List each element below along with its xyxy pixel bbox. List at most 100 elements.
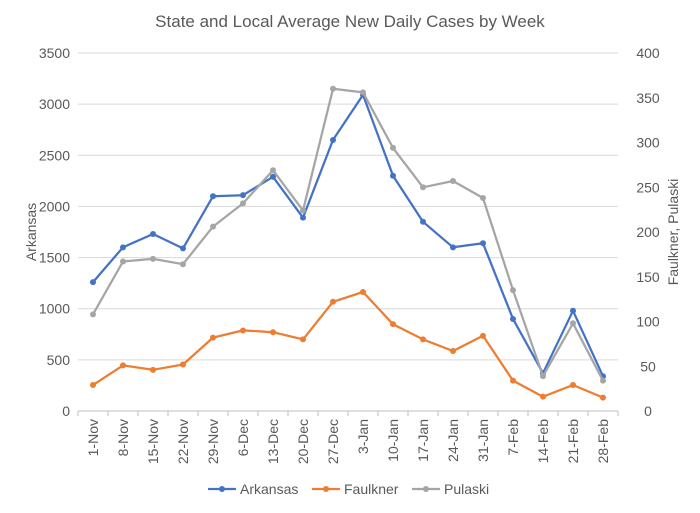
data-point bbox=[480, 194, 486, 201]
data-point bbox=[270, 329, 276, 336]
data-point bbox=[90, 311, 96, 318]
data-point bbox=[210, 223, 216, 230]
gridlines bbox=[78, 52, 618, 361]
right-tick-label: 100 bbox=[636, 314, 660, 330]
data-point bbox=[90, 382, 96, 389]
x-tick-label: 8-Nov bbox=[115, 419, 131, 456]
legend-item-faulkner: Faulkner bbox=[312, 481, 399, 497]
data-point bbox=[300, 214, 306, 221]
series-faulkner bbox=[90, 288, 606, 401]
data-point bbox=[240, 200, 246, 207]
right-tick-label: 350 bbox=[636, 90, 660, 106]
data-point bbox=[180, 361, 186, 368]
data-point bbox=[120, 258, 126, 265]
x-tick-label: 31-Jan bbox=[475, 419, 491, 462]
data-point bbox=[540, 373, 546, 380]
data-point bbox=[420, 184, 426, 191]
data-point bbox=[390, 144, 396, 151]
series-line bbox=[92, 87, 604, 382]
legend-swatch-marker bbox=[323, 486, 329, 492]
x-tick-label: 17-Jan bbox=[415, 419, 431, 462]
data-point bbox=[210, 334, 216, 341]
data-point bbox=[300, 207, 306, 214]
right-axis: 0 50 100 150 200 250 300 350 400 bbox=[636, 45, 660, 419]
data-point bbox=[600, 394, 606, 401]
data-point bbox=[390, 172, 396, 179]
x-tick-label: 21-Feb bbox=[565, 419, 581, 464]
x-tick-label: 20-Dec bbox=[295, 419, 311, 464]
x-tick-label: 22-Nov bbox=[175, 419, 191, 464]
data-point bbox=[270, 173, 276, 180]
legend-label: Faulkner bbox=[344, 481, 399, 497]
left-tick-label: 2500 bbox=[39, 147, 70, 163]
legend-item-pulaski: Pulaski bbox=[412, 481, 489, 497]
x-tick-label: 7-Feb bbox=[505, 419, 521, 456]
data-point bbox=[330, 298, 336, 305]
left-axis: 0 500 1000 1500 2000 2500 3000 3500 bbox=[39, 45, 70, 419]
data-point bbox=[480, 240, 486, 247]
x-tick-label: 28-Feb bbox=[595, 419, 611, 464]
data-point bbox=[330, 136, 336, 143]
data-point bbox=[240, 192, 246, 199]
data-point bbox=[450, 348, 456, 355]
data-point bbox=[360, 89, 366, 96]
data-point bbox=[150, 255, 156, 262]
data-point bbox=[480, 332, 486, 339]
data-point bbox=[450, 177, 456, 184]
x-tick-label: 3-Jan bbox=[355, 419, 371, 454]
data-point bbox=[270, 167, 276, 174]
x-tick-label: 29-Nov bbox=[205, 419, 221, 464]
left-tick-label: 500 bbox=[47, 352, 71, 368]
data-point bbox=[450, 244, 456, 251]
right-axis-label: Faulkner, Pulaski bbox=[665, 179, 681, 286]
left-tick-label: 3000 bbox=[39, 96, 70, 112]
series-arkansas bbox=[90, 91, 606, 380]
x-tick-label: 14-Feb bbox=[535, 419, 551, 464]
data-point bbox=[570, 382, 576, 389]
x-tick-label: 13-Dec bbox=[265, 419, 281, 464]
data-point bbox=[600, 377, 606, 384]
legend-swatch-marker bbox=[219, 486, 225, 492]
data-point bbox=[120, 244, 126, 251]
data-point bbox=[330, 85, 336, 92]
data-point bbox=[390, 321, 396, 328]
x-tick-label: 1-Nov bbox=[85, 419, 101, 456]
left-tick-label: 1500 bbox=[39, 250, 70, 266]
data-point bbox=[120, 362, 126, 369]
left-tick-label: 3500 bbox=[39, 45, 70, 61]
legend-label: Pulaski bbox=[444, 481, 489, 497]
data-point bbox=[510, 287, 516, 294]
left-tick-label: 0 bbox=[62, 403, 70, 419]
data-point bbox=[420, 336, 426, 343]
legend-item-arkansas: Arkansas bbox=[208, 481, 298, 497]
data-point bbox=[420, 218, 426, 225]
data-point bbox=[540, 393, 546, 400]
x-tick-label: 27-Dec bbox=[325, 419, 341, 464]
data-point bbox=[240, 327, 246, 334]
data-point bbox=[510, 377, 516, 384]
left-axis-label: Arkansas bbox=[23, 203, 39, 261]
series-line bbox=[92, 93, 605, 377]
series-layer bbox=[90, 85, 606, 401]
data-point bbox=[90, 279, 96, 286]
data-point bbox=[570, 307, 576, 314]
legend-label: Arkansas bbox=[240, 481, 298, 497]
right-tick-label: 200 bbox=[636, 224, 660, 240]
x-tick-label: 24-Jan bbox=[445, 419, 461, 462]
right-tick-label: 400 bbox=[636, 45, 660, 61]
series-line bbox=[92, 290, 604, 399]
data-point bbox=[150, 366, 156, 373]
data-point bbox=[210, 193, 216, 200]
legend: Arkansas Faulkner Pulaski bbox=[208, 481, 489, 497]
x-tick-label: 10-Jan bbox=[385, 419, 401, 462]
right-tick-label: 0 bbox=[644, 403, 652, 419]
data-point bbox=[150, 231, 156, 238]
right-tick-label: 250 bbox=[636, 179, 660, 195]
left-tick-label: 1000 bbox=[39, 301, 70, 317]
left-tick-label: 2000 bbox=[39, 198, 70, 214]
x-tick-label: 6-Dec bbox=[235, 419, 251, 456]
data-point bbox=[180, 261, 186, 268]
right-tick-label: 300 bbox=[636, 135, 660, 151]
data-point bbox=[180, 245, 186, 252]
